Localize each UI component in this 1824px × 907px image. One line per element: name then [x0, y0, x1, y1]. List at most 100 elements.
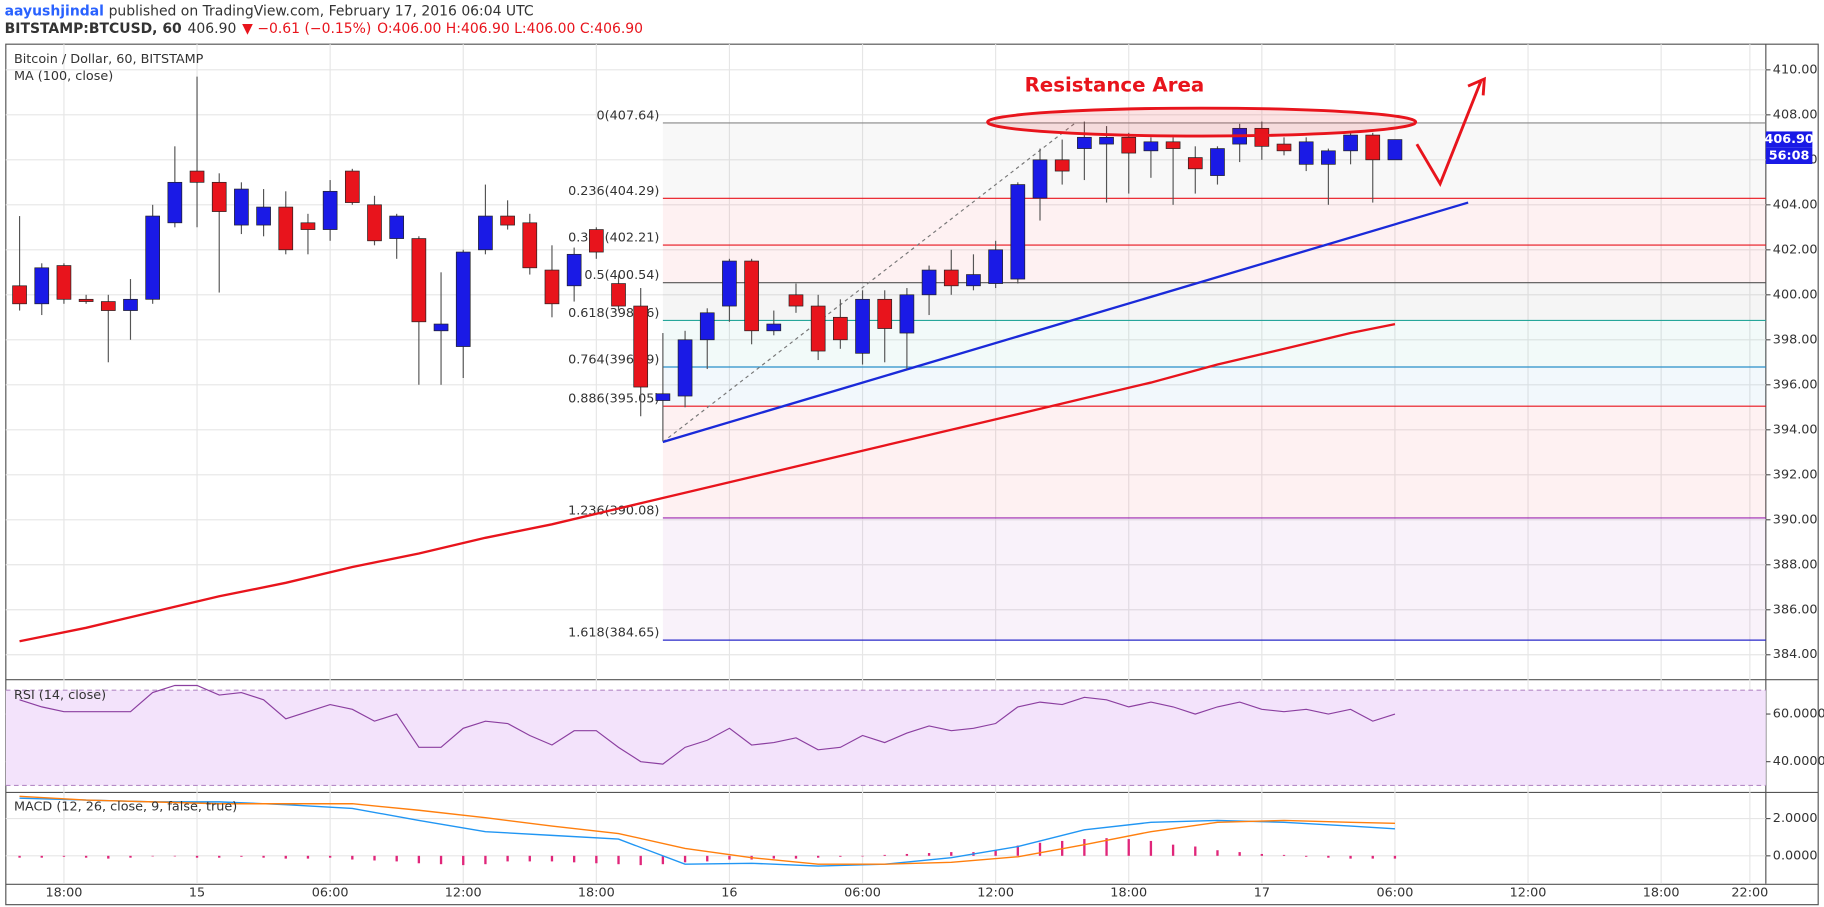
- histogram-bar: [1327, 855, 1330, 858]
- candle-body: [833, 316, 848, 341]
- macd-title: MACD (12, 26, close, 9, false, true): [14, 799, 237, 814]
- candle-body: [877, 298, 893, 329]
- histogram-bar: [439, 855, 443, 865]
- x-tick-label: 12:00: [1510, 886, 1547, 901]
- fib-anchor-line: [662, 122, 1076, 443]
- fib-label: 0.5(400.54): [584, 268, 659, 283]
- histogram-bar: [1260, 853, 1263, 856]
- candle-body: [1077, 136, 1092, 149]
- histogram-bar: [550, 855, 554, 862]
- candle-body: [189, 170, 205, 183]
- resistance-ellipse: [986, 106, 1418, 138]
- fib-band: [662, 367, 1766, 407]
- candle-body: [123, 298, 138, 311]
- x-tick-label: 06:00: [1377, 886, 1414, 901]
- histogram-bar: [1016, 845, 1019, 856]
- change: ▼ −0.61 (−0.15%): [242, 21, 371, 37]
- candle-body: [1121, 136, 1137, 154]
- histogram-bar: [506, 855, 509, 862]
- histogram-bar: [395, 855, 398, 862]
- histogram-bar: [861, 855, 864, 857]
- fib-band: [662, 406, 1766, 518]
- histogram-bar: [728, 855, 731, 860]
- histogram-bar: [794, 855, 798, 859]
- histogram-bar: [195, 855, 199, 858]
- histogram-bar: [1393, 855, 1397, 859]
- histogram-bar: [351, 855, 354, 860]
- y-tick-label: 394.00: [1773, 422, 1818, 437]
- y-tick-label: 392.00: [1773, 467, 1818, 482]
- candle-body: [699, 312, 715, 341]
- histogram-bar: [1305, 855, 1308, 857]
- rsi-band: [5, 690, 1766, 786]
- candle-body: [589, 229, 604, 253]
- y-tick-label: 402.00: [1773, 242, 1818, 257]
- candle-body: [1010, 184, 1026, 280]
- candle-body: [278, 206, 294, 251]
- histogram-bar: [284, 855, 287, 859]
- author[interactable]: aayushjindal: [5, 4, 104, 20]
- candle-body: [256, 206, 271, 226]
- y-tick-label: 0.0000: [1773, 848, 1818, 863]
- fib-band: [662, 320, 1766, 368]
- countdown-box: [1765, 147, 1813, 164]
- histogram-bar: [306, 855, 310, 859]
- candle-body: [566, 253, 582, 287]
- candle-body: [1210, 148, 1225, 176]
- histogram-bar: [772, 855, 775, 859]
- candle-body: [899, 294, 915, 334]
- histogram-bar: [528, 855, 531, 862]
- histogram-bar: [1282, 854, 1286, 856]
- candle-body: [788, 294, 804, 307]
- histogram-bar: [417, 855, 421, 864]
- trendline: [662, 201, 1469, 444]
- histogram-bar: [1127, 839, 1130, 856]
- fib-label: 0(407.64): [597, 108, 660, 123]
- candle-body: [1343, 134, 1358, 152]
- histogram-bar: [18, 855, 21, 858]
- candle-body: [943, 269, 959, 287]
- histogram-bar: [462, 855, 465, 866]
- candle-body: [1143, 141, 1159, 152]
- published: published on TradingView.com, February 1…: [109, 4, 534, 20]
- candle-body: [322, 190, 338, 230]
- candle-body: [1165, 141, 1181, 149]
- x-tick-label: 18:00: [46, 886, 83, 901]
- y-tick-label: 386.00: [1773, 602, 1818, 617]
- x-tick-label: 12:00: [977, 886, 1014, 901]
- histogram-bar: [839, 855, 842, 857]
- last-price-box: [1765, 131, 1813, 148]
- histogram-bar: [151, 855, 154, 857]
- symbol: BITSTAMP:BTCUSD, 60: [5, 21, 182, 37]
- histogram-bar: [950, 852, 953, 856]
- last-price-label: 406.90: [1764, 132, 1813, 147]
- x-tick-label: 18:00: [1643, 886, 1680, 901]
- arrow-head: [1467, 76, 1486, 96]
- candle-body: [1365, 134, 1381, 161]
- chart-subtitle: MA (100, close): [14, 69, 113, 84]
- y-tick-label: 390.00: [1773, 512, 1818, 527]
- histogram-bar: [240, 855, 243, 857]
- fib-label: 0.382(402.21): [568, 231, 659, 246]
- fib-band: [662, 245, 1766, 283]
- histogram-bar: [62, 855, 66, 857]
- candle-body: [478, 215, 493, 251]
- candle-body: [167, 181, 183, 224]
- candle-body: [1187, 157, 1203, 170]
- histogram-bar: [595, 855, 598, 864]
- candle-body: [367, 204, 382, 242]
- candle-body: [655, 393, 671, 401]
- candle-body: [34, 267, 50, 305]
- fib-label: 0.236(404.29): [568, 184, 659, 199]
- candle-body: [455, 251, 471, 347]
- histogram-bar: [1105, 838, 1108, 856]
- candle-body: [1032, 159, 1048, 199]
- histogram-bar: [1083, 839, 1086, 856]
- candle-body: [145, 215, 160, 300]
- candle-body: [544, 269, 560, 305]
- header-line: aayushjindal published on TradingView.com…: [5, 4, 534, 20]
- x-tick-label: 18:00: [578, 886, 615, 901]
- x-tick-label: 15: [189, 886, 205, 901]
- candle-body: [988, 249, 1003, 284]
